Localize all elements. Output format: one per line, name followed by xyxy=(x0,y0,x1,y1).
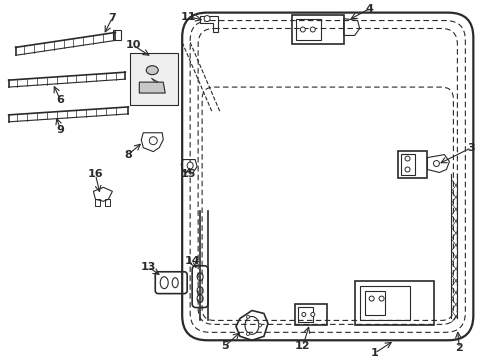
Ellipse shape xyxy=(187,162,193,169)
Ellipse shape xyxy=(149,137,157,145)
Ellipse shape xyxy=(246,333,249,336)
Bar xyxy=(364,291,384,315)
Bar xyxy=(113,31,121,40)
Text: 6: 6 xyxy=(57,95,64,105)
Text: 8: 8 xyxy=(124,150,132,159)
Bar xyxy=(400,154,414,175)
Ellipse shape xyxy=(146,66,158,75)
Text: 1: 1 xyxy=(370,348,378,358)
Ellipse shape xyxy=(246,315,249,318)
Bar xyxy=(291,15,343,44)
Bar xyxy=(297,306,312,323)
Bar xyxy=(295,19,320,40)
Ellipse shape xyxy=(310,27,315,32)
Ellipse shape xyxy=(203,15,210,22)
Text: 16: 16 xyxy=(87,170,103,180)
Ellipse shape xyxy=(300,27,305,32)
Ellipse shape xyxy=(368,296,373,301)
Ellipse shape xyxy=(310,312,314,316)
Text: 7: 7 xyxy=(108,13,116,23)
Polygon shape xyxy=(139,82,165,93)
Text: 12: 12 xyxy=(294,341,310,351)
Bar xyxy=(354,281,433,325)
Text: 2: 2 xyxy=(455,343,462,353)
Ellipse shape xyxy=(378,296,383,301)
Text: 10: 10 xyxy=(125,40,141,50)
Text: 4: 4 xyxy=(365,4,373,14)
Text: 13: 13 xyxy=(140,262,156,272)
Ellipse shape xyxy=(432,161,439,167)
Bar xyxy=(294,303,326,325)
Ellipse shape xyxy=(301,312,305,316)
Text: 14: 14 xyxy=(184,256,200,266)
Text: 15: 15 xyxy=(180,170,196,180)
Bar xyxy=(397,150,427,179)
Ellipse shape xyxy=(258,324,261,327)
Text: 5: 5 xyxy=(221,341,228,351)
Text: 3: 3 xyxy=(467,143,474,153)
Text: 9: 9 xyxy=(57,125,64,135)
Ellipse shape xyxy=(404,156,409,161)
Bar xyxy=(130,53,178,105)
Ellipse shape xyxy=(404,167,409,172)
Bar xyxy=(359,286,408,320)
Polygon shape xyxy=(151,78,158,82)
Text: 11: 11 xyxy=(180,12,196,22)
